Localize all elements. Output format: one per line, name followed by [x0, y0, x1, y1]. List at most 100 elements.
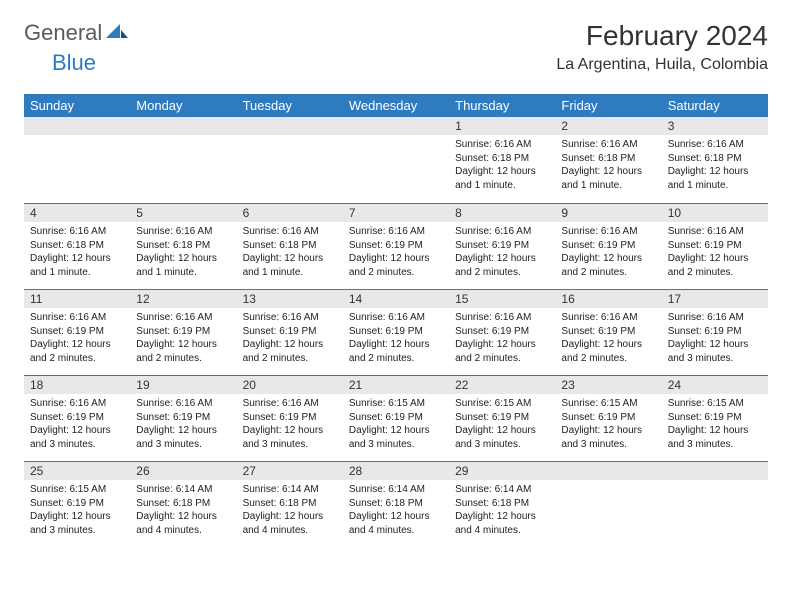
- calendar-day-cell: 9Sunrise: 6:16 AMSunset: 6:19 PMDaylight…: [555, 203, 661, 289]
- logo-text-blue: Blue: [52, 50, 96, 76]
- day-number: [662, 462, 768, 480]
- day-number: 21: [343, 376, 449, 394]
- day-details: Sunrise: 6:16 AMSunset: 6:19 PMDaylight:…: [449, 308, 555, 368]
- sunrise-line: Sunrise: 6:16 AM: [455, 311, 549, 325]
- day-details: Sunrise: 6:14 AMSunset: 6:18 PMDaylight:…: [343, 480, 449, 540]
- day-number: 12: [130, 290, 236, 308]
- day-number: 1: [449, 117, 555, 135]
- day-details: Sunrise: 6:14 AMSunset: 6:18 PMDaylight:…: [237, 480, 343, 540]
- day-number: 15: [449, 290, 555, 308]
- sunset-line: Sunset: 6:19 PM: [561, 239, 655, 253]
- daylight-line: Daylight: 12 hours and 2 minutes.: [136, 338, 230, 365]
- sunset-line: Sunset: 6:18 PM: [668, 152, 762, 166]
- day-details: [343, 135, 449, 141]
- weekday-header: Wednesday: [343, 94, 449, 117]
- sunset-line: Sunset: 6:19 PM: [561, 325, 655, 339]
- sunrise-line: Sunrise: 6:16 AM: [243, 311, 337, 325]
- sunrise-line: Sunrise: 6:15 AM: [668, 397, 762, 411]
- calendar-day-cell: 14Sunrise: 6:16 AMSunset: 6:19 PMDayligh…: [343, 289, 449, 375]
- day-number: 18: [24, 376, 130, 394]
- calendar-day-cell: 16Sunrise: 6:16 AMSunset: 6:19 PMDayligh…: [555, 289, 661, 375]
- sunrise-line: Sunrise: 6:15 AM: [561, 397, 655, 411]
- calendar-day-cell: 5Sunrise: 6:16 AMSunset: 6:18 PMDaylight…: [130, 203, 236, 289]
- sunset-line: Sunset: 6:19 PM: [30, 325, 124, 339]
- calendar-table: Sunday Monday Tuesday Wednesday Thursday…: [24, 94, 768, 547]
- daylight-line: Daylight: 12 hours and 3 minutes.: [30, 510, 124, 537]
- day-details: Sunrise: 6:15 AMSunset: 6:19 PMDaylight:…: [662, 394, 768, 454]
- sunset-line: Sunset: 6:19 PM: [668, 239, 762, 253]
- sunrise-line: Sunrise: 6:16 AM: [668, 225, 762, 239]
- sunrise-line: Sunrise: 6:16 AM: [349, 225, 443, 239]
- day-details: Sunrise: 6:16 AMSunset: 6:19 PMDaylight:…: [555, 222, 661, 282]
- daylight-line: Daylight: 12 hours and 2 minutes.: [243, 338, 337, 365]
- day-number: 7: [343, 204, 449, 222]
- sunrise-line: Sunrise: 6:14 AM: [455, 483, 549, 497]
- day-details: Sunrise: 6:16 AMSunset: 6:18 PMDaylight:…: [555, 135, 661, 195]
- calendar-day-cell: 17Sunrise: 6:16 AMSunset: 6:19 PMDayligh…: [662, 289, 768, 375]
- calendar-day-cell: 6Sunrise: 6:16 AMSunset: 6:18 PMDaylight…: [237, 203, 343, 289]
- calendar-day-cell: 20Sunrise: 6:16 AMSunset: 6:19 PMDayligh…: [237, 375, 343, 461]
- daylight-line: Daylight: 12 hours and 1 minute.: [455, 165, 549, 192]
- day-number: [130, 117, 236, 135]
- weekday-header: Saturday: [662, 94, 768, 117]
- sunset-line: Sunset: 6:19 PM: [30, 497, 124, 511]
- daylight-line: Daylight: 12 hours and 1 minute.: [243, 252, 337, 279]
- day-details: Sunrise: 6:14 AMSunset: 6:18 PMDaylight:…: [449, 480, 555, 540]
- calendar-week-row: 25Sunrise: 6:15 AMSunset: 6:19 PMDayligh…: [24, 461, 768, 547]
- day-details: Sunrise: 6:16 AMSunset: 6:19 PMDaylight:…: [662, 308, 768, 368]
- calendar-day-cell: 29Sunrise: 6:14 AMSunset: 6:18 PMDayligh…: [449, 461, 555, 547]
- sunrise-line: Sunrise: 6:15 AM: [349, 397, 443, 411]
- calendar-day-cell: 2Sunrise: 6:16 AMSunset: 6:18 PMDaylight…: [555, 117, 661, 203]
- daylight-line: Daylight: 12 hours and 2 minutes.: [30, 338, 124, 365]
- calendar-day-cell: 12Sunrise: 6:16 AMSunset: 6:19 PMDayligh…: [130, 289, 236, 375]
- calendar-page: General February 2024 La Argentina, Huil…: [0, 0, 792, 567]
- day-number: 5: [130, 204, 236, 222]
- day-details: Sunrise: 6:15 AMSunset: 6:19 PMDaylight:…: [555, 394, 661, 454]
- day-details: Sunrise: 6:16 AMSunset: 6:18 PMDaylight:…: [130, 222, 236, 282]
- sunrise-line: Sunrise: 6:14 AM: [349, 483, 443, 497]
- daylight-line: Daylight: 12 hours and 3 minutes.: [668, 424, 762, 451]
- sunrise-line: Sunrise: 6:16 AM: [561, 225, 655, 239]
- day-details: Sunrise: 6:16 AMSunset: 6:19 PMDaylight:…: [343, 308, 449, 368]
- calendar-day-cell: 8Sunrise: 6:16 AMSunset: 6:19 PMDaylight…: [449, 203, 555, 289]
- sunrise-line: Sunrise: 6:16 AM: [668, 138, 762, 152]
- day-details: [237, 135, 343, 141]
- sunrise-line: Sunrise: 6:16 AM: [136, 311, 230, 325]
- calendar-day-cell: 15Sunrise: 6:16 AMSunset: 6:19 PMDayligh…: [449, 289, 555, 375]
- weekday-header: Monday: [130, 94, 236, 117]
- daylight-line: Daylight: 12 hours and 1 minute.: [30, 252, 124, 279]
- calendar-week-row: 4Sunrise: 6:16 AMSunset: 6:18 PMDaylight…: [24, 203, 768, 289]
- sunset-line: Sunset: 6:19 PM: [136, 325, 230, 339]
- calendar-day-cell: [237, 117, 343, 203]
- day-number: 24: [662, 376, 768, 394]
- sunset-line: Sunset: 6:18 PM: [455, 497, 549, 511]
- day-details: [662, 480, 768, 486]
- day-number: [555, 462, 661, 480]
- daylight-line: Daylight: 12 hours and 4 minutes.: [136, 510, 230, 537]
- calendar-day-cell: [343, 117, 449, 203]
- daylight-line: Daylight: 12 hours and 2 minutes.: [455, 338, 549, 365]
- day-number: 13: [237, 290, 343, 308]
- day-number: 25: [24, 462, 130, 480]
- logo: General: [24, 20, 130, 46]
- daylight-line: Daylight: 12 hours and 3 minutes.: [136, 424, 230, 451]
- day-details: Sunrise: 6:16 AMSunset: 6:19 PMDaylight:…: [237, 308, 343, 368]
- calendar-day-cell: 24Sunrise: 6:15 AMSunset: 6:19 PMDayligh…: [662, 375, 768, 461]
- month-title: February 2024: [556, 20, 768, 52]
- daylight-line: Daylight: 12 hours and 3 minutes.: [243, 424, 337, 451]
- sunset-line: Sunset: 6:19 PM: [349, 239, 443, 253]
- daylight-line: Daylight: 12 hours and 3 minutes.: [349, 424, 443, 451]
- calendar-day-cell: 7Sunrise: 6:16 AMSunset: 6:19 PMDaylight…: [343, 203, 449, 289]
- day-details: Sunrise: 6:16 AMSunset: 6:19 PMDaylight:…: [662, 222, 768, 282]
- sunrise-line: Sunrise: 6:16 AM: [561, 311, 655, 325]
- calendar-day-cell: 23Sunrise: 6:15 AMSunset: 6:19 PMDayligh…: [555, 375, 661, 461]
- day-details: [130, 135, 236, 141]
- sunrise-line: Sunrise: 6:16 AM: [136, 225, 230, 239]
- day-number: [237, 117, 343, 135]
- weekday-header: Sunday: [24, 94, 130, 117]
- calendar-day-cell: [555, 461, 661, 547]
- day-number: 23: [555, 376, 661, 394]
- day-number: 22: [449, 376, 555, 394]
- day-details: Sunrise: 6:16 AMSunset: 6:19 PMDaylight:…: [130, 308, 236, 368]
- calendar-day-cell: 19Sunrise: 6:16 AMSunset: 6:19 PMDayligh…: [130, 375, 236, 461]
